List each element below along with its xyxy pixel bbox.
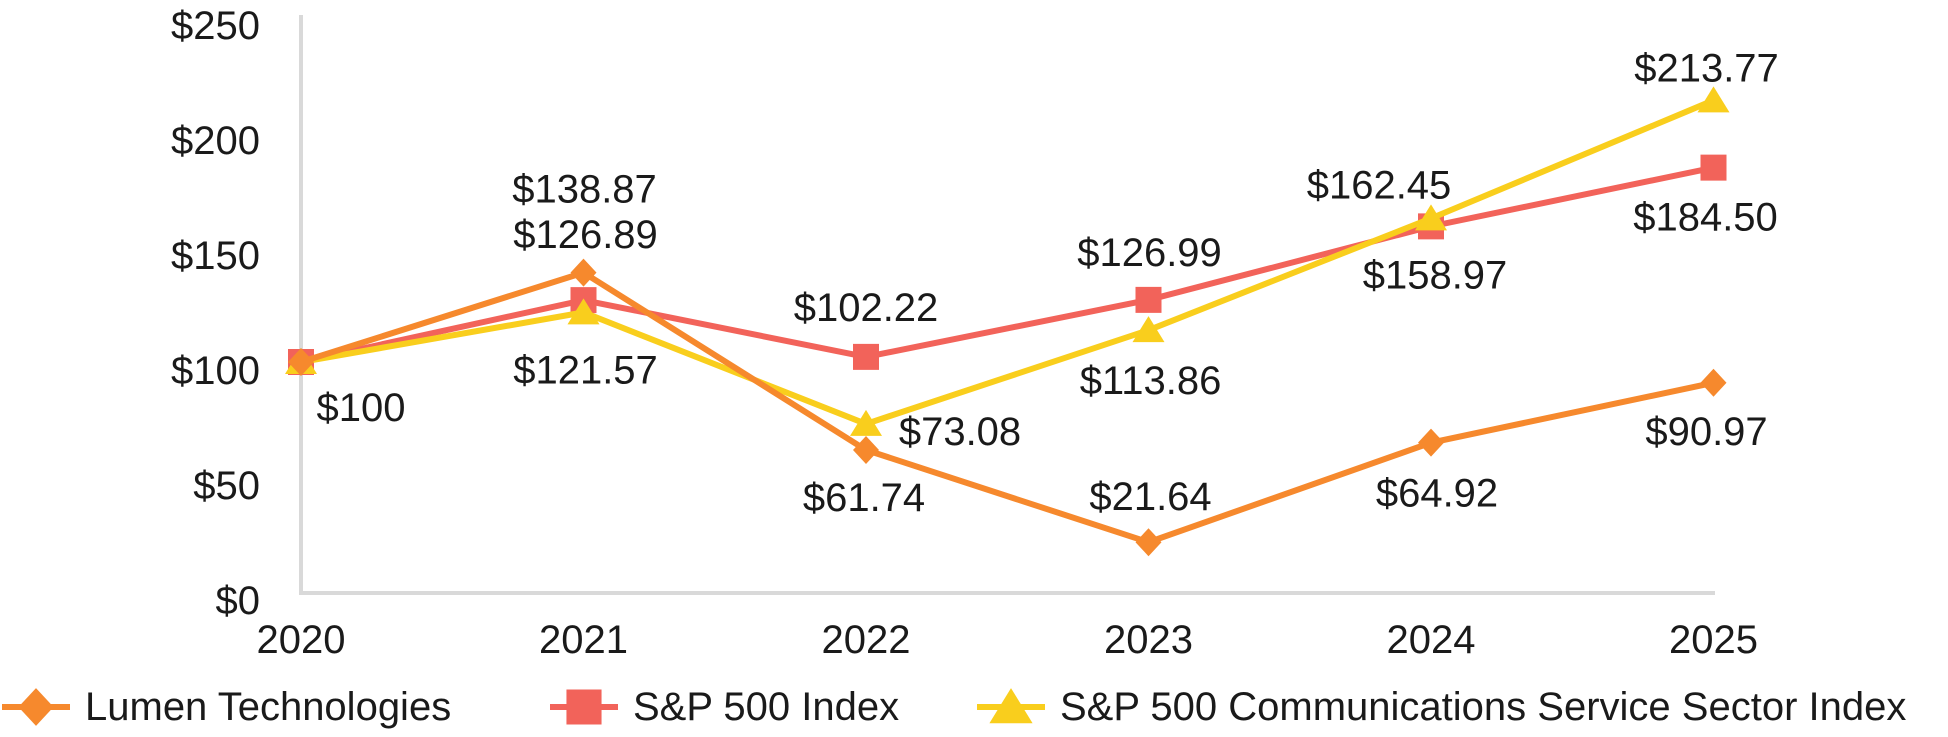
data-label: $64.92: [1376, 472, 1498, 516]
diamond-marker: [853, 435, 879, 464]
x-tick-label: 2022: [822, 618, 911, 662]
series-line: [300, 269, 1715, 546]
y-tick-label: $200: [171, 119, 260, 163]
diamond-marker: [288, 348, 314, 376]
data-label: $73.08: [899, 410, 1021, 454]
data-label: $121.57: [513, 348, 658, 392]
triangle-marker: [1132, 316, 1165, 343]
triangle-marker: [1697, 86, 1730, 113]
chart-legend: Lumen Technologies S&P 500 Index S&P 500…: [0, 679, 1948, 735]
y-tick-label: $100: [171, 349, 260, 393]
series-line: [300, 164, 1715, 365]
square-marker-icon: [550, 689, 618, 725]
triangle-marker: [850, 409, 882, 436]
data-label: $102.22: [794, 286, 939, 330]
data-label: $126.89: [513, 213, 658, 257]
legend-item-lumen-technologies: Lumen Technologies: [2, 679, 451, 735]
y-tick-label: $150: [171, 234, 260, 278]
x-tick-label: 2025: [1669, 618, 1758, 662]
diamond-marker: [1700, 368, 1727, 397]
triangle-marker: [1415, 204, 1447, 231]
data-label: $213.77: [1634, 46, 1779, 90]
diamond-marker: [570, 258, 597, 287]
data-label: $158.97: [1363, 253, 1508, 297]
triangle-marker: [567, 298, 600, 325]
diamond-marker-icon: [2, 688, 70, 726]
x-tick-label: 2021: [539, 618, 628, 662]
data-label: $61.74: [803, 476, 925, 520]
series-line: [300, 97, 1715, 428]
data-label: $113.86: [1080, 359, 1222, 403]
triangle-marker-icon: [977, 688, 1045, 724]
square-marker: [1700, 154, 1727, 181]
data-label: $100: [317, 386, 406, 430]
data-label: $90.97: [1645, 410, 1767, 454]
legend-item-sp500-index: S&P 500 Index: [550, 679, 899, 735]
data-label: $184.50: [1633, 196, 1778, 240]
diamond-marker: [1135, 528, 1162, 557]
y-tick-label: $50: [193, 464, 260, 508]
diamond-marker: [1418, 428, 1444, 457]
square-marker: [853, 343, 879, 370]
data-label: $138.87: [512, 168, 657, 212]
legend-label-lumen-technologies: Lumen Technologies: [85, 685, 452, 729]
y-tick-label: $0: [216, 579, 261, 623]
x-tick-label: 2024: [1387, 618, 1476, 662]
x-tick-label: 2020: [257, 618, 346, 662]
x-tick-label: 2023: [1104, 618, 1193, 662]
legend-label-sp500-index: S&P 500 Index: [633, 685, 900, 729]
legend-item-sp500-communications-service-sector-index: S&P 500 Communications Service Sector In…: [977, 679, 1906, 735]
data-label: $162.45: [1307, 163, 1452, 207]
square-marker: [1135, 286, 1162, 313]
data-label: $126.99: [1077, 231, 1222, 275]
y-tick-label: $250: [171, 4, 260, 48]
data-label: $21.64: [1089, 475, 1211, 519]
legend-label-sp500-communications-service-sector-index: S&P 500 Communications Service Sector In…: [1060, 685, 1907, 729]
